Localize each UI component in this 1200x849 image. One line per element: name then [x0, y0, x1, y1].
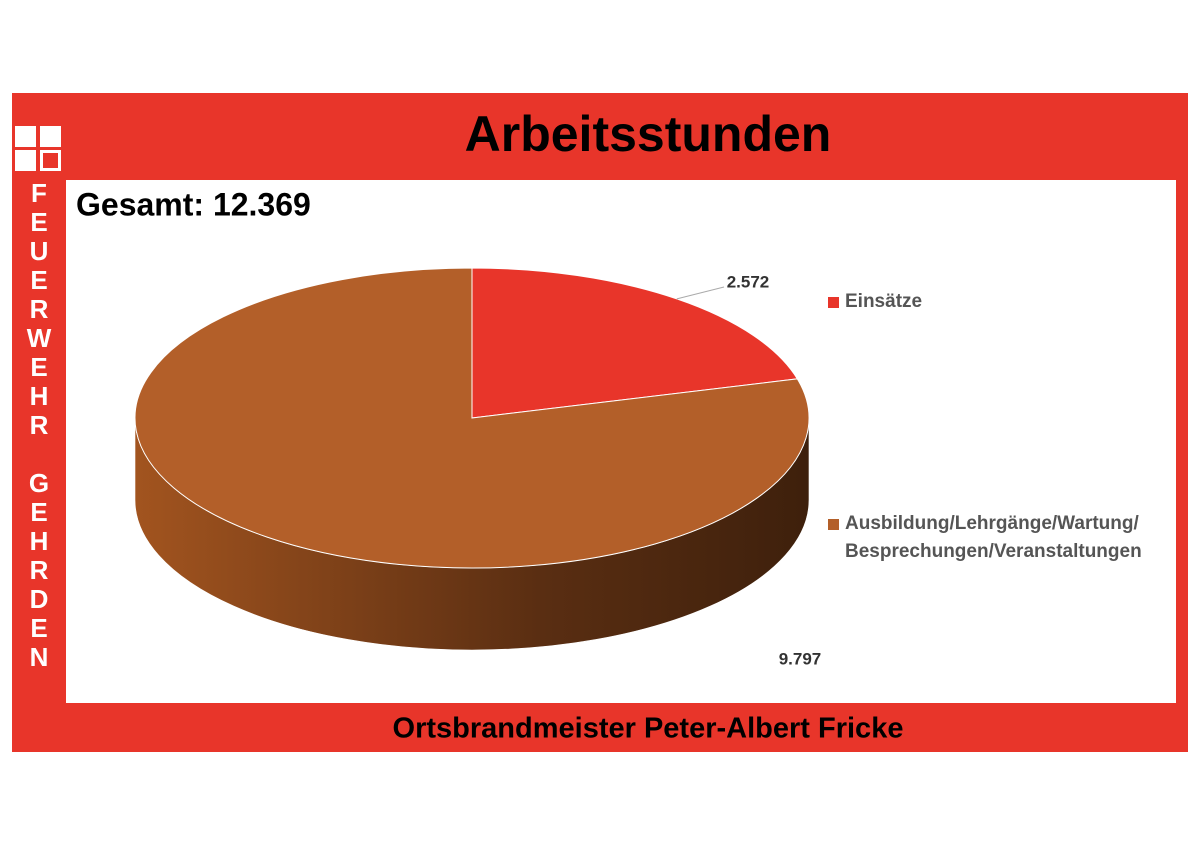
- legend-item: Ausbildung/Lehrgänge/Wartung/ Besprechun…: [828, 510, 1168, 566]
- pie-slice: [134, 267, 810, 569]
- logo: [15, 126, 61, 171]
- data-label: 9.797: [779, 649, 822, 668]
- legend-label: Einsätze: [845, 291, 923, 312]
- footer: Ortsbrandmeister Peter-Albert Fricke: [393, 713, 904, 745]
- pie-slice: [471, 267, 799, 419]
- legend-swatch: [828, 297, 839, 308]
- legend-item: Einsätze: [828, 288, 1168, 316]
- chart-title: Arbeitsstunden: [465, 106, 832, 162]
- pie: [134, 267, 810, 651]
- leader-line: [676, 286, 725, 300]
- chart-subtitle: Gesamt: 12.369: [76, 186, 311, 222]
- side-text: FEUERWEHR GEHRDEN: [24, 178, 54, 671]
- data-label: 2.572: [727, 272, 770, 291]
- legend-label: Ausbildung/Lehrgänge/Wartung/ Besprechun…: [845, 513, 1142, 562]
- legend-swatch: [828, 519, 839, 530]
